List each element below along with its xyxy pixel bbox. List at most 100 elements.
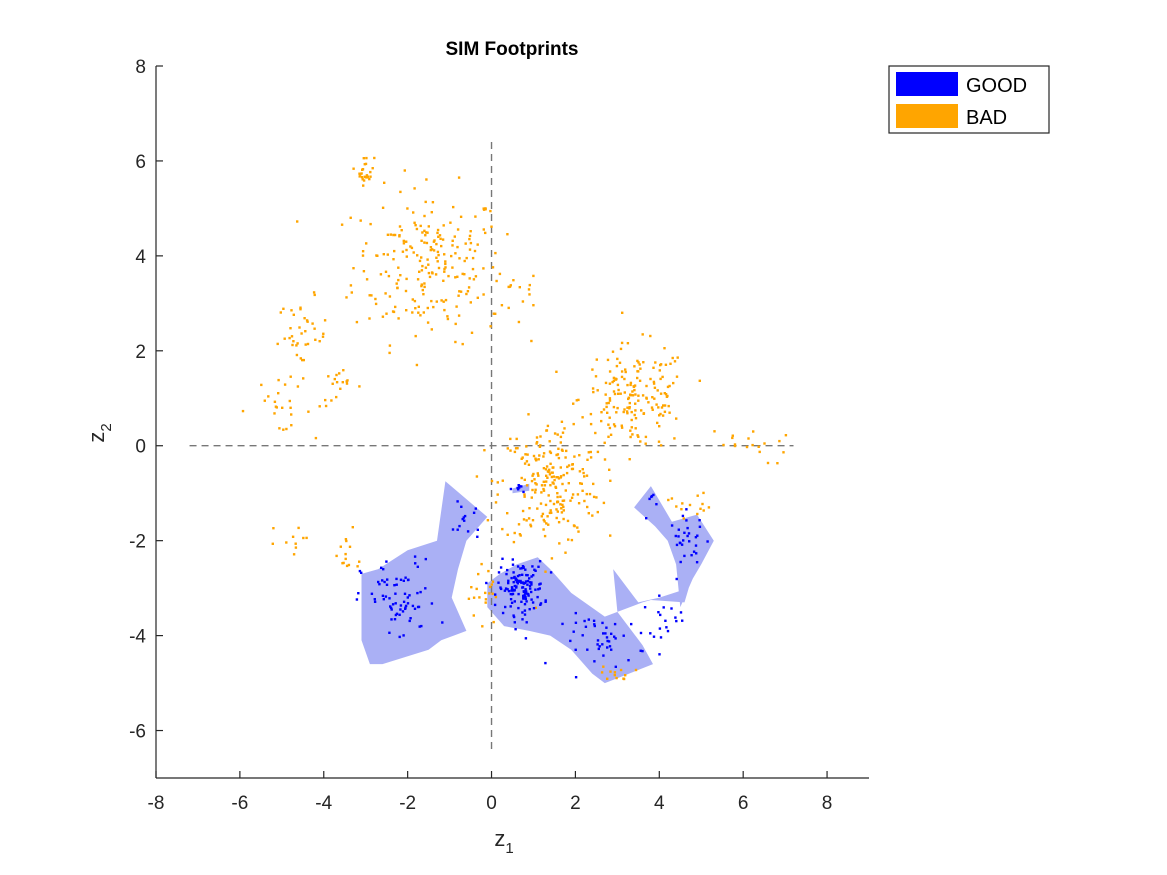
bad-point: [461, 342, 464, 346]
bad-point: [361, 250, 365, 253]
bad-point: [656, 389, 659, 392]
bad-point: [277, 378, 280, 382]
bad-point: [442, 279, 445, 282]
bad-point: [630, 426, 633, 429]
bad-point: [517, 320, 521, 324]
bad-point: [542, 467, 546, 470]
bad-point: [628, 401, 631, 405]
good-point: [476, 528, 479, 531]
bad-point: [701, 502, 704, 506]
bad-point: [422, 311, 425, 314]
bad-point: [619, 668, 623, 672]
bad-point: [669, 362, 672, 365]
bad-point: [464, 242, 467, 245]
good-point: [501, 611, 505, 615]
bad-point: [623, 377, 626, 381]
bad-point: [471, 256, 475, 260]
bad-point: [358, 385, 361, 388]
bad-point: [530, 339, 533, 343]
bad-point: [556, 510, 559, 513]
good-point: [404, 576, 407, 579]
good-point: [533, 568, 536, 571]
bad-point: [490, 225, 493, 228]
bad-point: [667, 404, 670, 408]
good-point: [509, 598, 513, 601]
bad-point: [548, 468, 551, 471]
good-point: [403, 592, 407, 595]
good-point: [605, 626, 608, 629]
bad-point: [565, 471, 569, 475]
bad-point: [465, 256, 468, 260]
good-point: [659, 613, 662, 617]
good-point: [572, 630, 575, 633]
bad-point: [620, 375, 624, 379]
good-point: [670, 607, 673, 610]
good-point: [694, 544, 698, 547]
bad-point: [350, 291, 353, 294]
bad-point: [472, 596, 476, 599]
bad-point: [617, 388, 620, 392]
good-point: [584, 625, 588, 628]
good-point: [522, 590, 525, 593]
good-point: [528, 577, 531, 580]
good-point: [510, 576, 513, 580]
bad-point: [470, 586, 473, 589]
bad-point: [401, 250, 405, 253]
bad-point: [592, 482, 595, 486]
bad-point: [639, 440, 642, 443]
bad-point: [444, 266, 447, 269]
bad-point: [312, 291, 316, 294]
bad-point: [595, 358, 598, 361]
bad-point: [349, 216, 352, 219]
bad-point: [411, 311, 414, 314]
good-point: [610, 648, 613, 651]
bad-point: [523, 462, 527, 465]
good-point: [526, 574, 529, 577]
bad-point: [608, 468, 611, 471]
bad-point: [680, 508, 683, 511]
good-point: [683, 554, 686, 558]
bad-point: [304, 330, 307, 333]
bad-point: [615, 364, 619, 368]
bad-point: [335, 373, 338, 377]
bad-point: [625, 410, 629, 413]
good-point: [463, 519, 466, 522]
bad-point: [626, 342, 630, 345]
bad-point: [524, 453, 527, 456]
bad-point: [506, 533, 509, 536]
good-point: [407, 578, 410, 581]
bad-point: [575, 399, 578, 402]
good-point: [402, 634, 405, 637]
bad-point: [405, 248, 408, 252]
bad-point: [518, 286, 521, 289]
bad-point: [653, 386, 657, 389]
bad-point: [564, 551, 567, 554]
bad-point: [335, 395, 338, 399]
bad-point: [546, 470, 550, 473]
bad-point: [437, 266, 441, 270]
bad-point: [631, 433, 634, 436]
bad-point: [553, 432, 557, 435]
bad-point: [488, 592, 491, 595]
good-point: [519, 567, 522, 570]
good-point: [382, 568, 385, 571]
bad-point: [489, 209, 492, 213]
bad-point: [624, 370, 627, 374]
bad-point: [461, 272, 464, 276]
bad-point: [563, 427, 566, 430]
bad-point: [570, 496, 574, 499]
bad-point: [559, 435, 563, 439]
bad-point: [630, 418, 633, 422]
good-point: [472, 511, 476, 514]
bad-point: [535, 483, 538, 486]
good-point: [516, 486, 519, 490]
bad-point: [672, 381, 675, 385]
bad-point: [544, 503, 548, 507]
bad-point: [546, 424, 550, 428]
good-point: [501, 557, 504, 560]
bad-point: [594, 375, 598, 378]
good-point: [401, 610, 405, 613]
good-point: [526, 583, 529, 586]
bad-point: [555, 516, 558, 520]
bad-point: [358, 560, 361, 563]
